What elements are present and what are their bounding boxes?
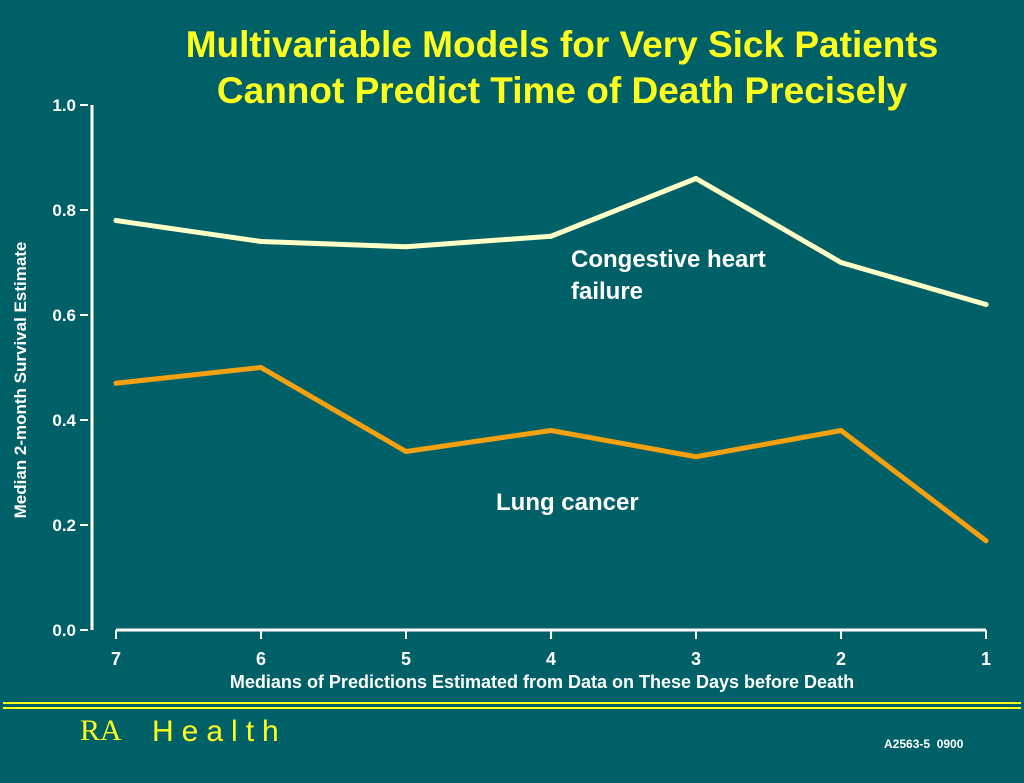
data-point (983, 302, 989, 307)
x-axis-label: Medians of Predictions Estimated from Da… (229, 672, 855, 692)
x-tick-label: 3 (691, 649, 701, 669)
x-tick-label: 6 (256, 649, 266, 669)
y-tick-label: 0.6 (52, 306, 76, 325)
data-point (693, 176, 699, 181)
data-point (403, 449, 409, 454)
data-point (983, 538, 989, 544)
series-label-chf: Congestive heart failure (571, 246, 766, 305)
chart-title: Multivariable Models for Very Sick Patie… (100, 22, 1024, 114)
data-point (548, 233, 554, 239)
chart-axes: 0.0 0.2 0.4 0.6 0.8 1.0 7 6 5 4 3 2 1 (52, 96, 991, 669)
x-tick-label: 4 (546, 649, 556, 669)
y-tick-label: 0.8 (52, 201, 76, 220)
data-point (548, 428, 554, 433)
x-tick-label: 2 (836, 649, 846, 669)
y-tick-label: 1.0 (52, 96, 76, 115)
x-tick-label: 7 (111, 649, 121, 669)
x-tick-label: 5 (401, 649, 411, 669)
y-tick-label: 0.0 (52, 621, 76, 640)
data-point (258, 365, 264, 370)
footer-rule-top (3, 702, 1021, 704)
data-point (838, 428, 844, 433)
chart-series (113, 176, 989, 544)
title-line-2: Cannot Predict Time of Death Precisely (216, 70, 908, 111)
data-point (403, 244, 409, 250)
logo-ra: RA (80, 714, 122, 747)
series-line-chf (113, 176, 989, 307)
y-axis-label: Median 2-month Survival Estimate (11, 241, 30, 519)
data-point (113, 218, 119, 223)
logo-health: Health (152, 715, 287, 748)
data-point (838, 260, 844, 265)
x-tick-label: 1 (981, 649, 991, 669)
slide-code: A2563-5 0900 (884, 737, 964, 751)
series-label-lung-cancer: Lung cancer (496, 489, 639, 516)
data-point (693, 454, 699, 460)
y-tick-label: 0.2 (52, 516, 76, 535)
data-point (113, 380, 119, 386)
footer-rule-bottom (3, 707, 1021, 709)
title-line-1: Multivariable Models for Very Sick Patie… (185, 24, 939, 65)
y-tick-label: 0.4 (52, 411, 76, 430)
data-point (258, 239, 264, 244)
